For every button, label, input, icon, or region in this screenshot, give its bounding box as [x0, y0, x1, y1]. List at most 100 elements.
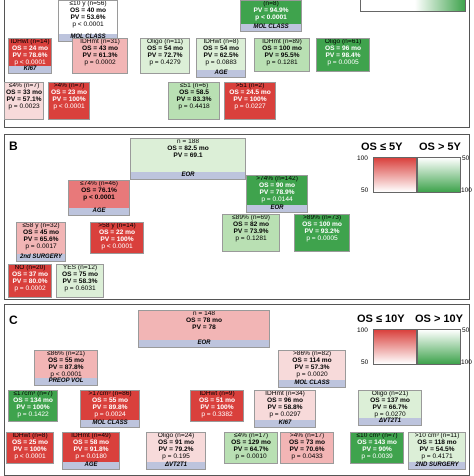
node-line: OS = 54 mo: [146, 44, 184, 52]
node-line: OS = 58 mo: [72, 438, 110, 446]
node-line: p = 0.0180: [75, 452, 107, 460]
legend-b-tick-50-right: 50: [462, 155, 470, 162]
legend-b-left-title: OS ≤ 5Y: [361, 141, 403, 153]
node-line: PV = 64.7%: [233, 445, 269, 453]
tree-node-b-gt74: >74% (n=142) OS = 90 mo PV = 78.9% p = 0.01…: [246, 175, 308, 213]
node-line: PV = 100%: [13, 445, 47, 453]
node-line: p = 0.0270: [374, 410, 406, 418]
legend-b-green-gradient: [417, 157, 461, 193]
split-variable-label: AGE: [69, 208, 129, 215]
split-variable-label: EOR: [247, 205, 307, 212]
node-line: p < 0.0001: [14, 452, 46, 460]
node-line: PV = 98.4%: [325, 51, 361, 59]
legend-b-tick-100-left: 100: [357, 155, 368, 162]
tree-node-a-oligo: Oligo (n=11) OS = 54 mo PV = 72.7% p = 0.42…: [140, 38, 190, 74]
tree-node-b-le74: ≤74% (n=46) OS = 76.1% p < 0.0001 AGE: [68, 180, 130, 216]
node-line: p = 0.0024: [94, 410, 126, 418]
node-line: PV = 66.7%: [372, 403, 408, 411]
tree-node-b-no: NO (n=20) OS = 37 mo PV = 80.0% p = 0.0002: [8, 264, 52, 298]
split-variable-label: MOL CLASS: [241, 24, 301, 31]
node-line: OS = 75 mo: [61, 270, 99, 278]
legend-c-tick-100-left: 100: [357, 327, 368, 334]
split-variable-label: ΔVT2T1: [147, 462, 205, 469]
tree-node-b-le58: ≤58 y (n=32) OS = 45 mo PV = 65.6% p = 0.00…: [16, 222, 66, 262]
legend-c-right-title: OS > 10Y: [415, 313, 464, 325]
node-line: n = 148: [192, 310, 216, 317]
node-line: >74% (n=142): [256, 175, 298, 182]
node-line: IDHwt (n=9): [199, 390, 235, 397]
node-line: PV = 93.2%: [304, 227, 340, 235]
node-line: PV = 58.8%: [267, 403, 303, 411]
node-line: p < 0.0001: [14, 58, 46, 66]
tree-node-b-gt89: >89% (n=73) OS = 100 mo PV = 93.2% p = 0.00…: [294, 214, 350, 252]
node-line: OS = 73 mo: [288, 438, 326, 446]
node-line: PV = 65.6%: [23, 235, 59, 243]
tree-node-c-idhmt2: IDHmt (n=49) OS = 58 mo PV = 91.8% p = 0.01…: [62, 432, 120, 470]
node-line: OS = 55 mo: [47, 356, 85, 364]
node-line: PV = 95.5%: [264, 51, 300, 59]
panel-b-letter: B: [9, 139, 18, 153]
node-line: OS = 96 mo: [324, 44, 362, 52]
node-line: p = 0.0883: [205, 58, 237, 66]
node-line: p = 0.0227: [234, 102, 266, 110]
node-line: OS = 129 mo: [231, 438, 271, 446]
node-line: OS = 24.5 mo: [229, 88, 271, 96]
node-line: Oligo (n=21): [371, 390, 409, 397]
node-line: (n=8): [263, 0, 279, 7]
node-line: OS = 23 mo: [50, 88, 88, 96]
node-line: p = 0.1281: [266, 58, 298, 66]
node-line: PV = 80.0%: [12, 277, 48, 285]
tree-node-c-le17: ≤17cm³ (n=7) OS = 134 mo PV = 100% p = 0.14…: [8, 390, 58, 422]
node-line: p = 0.0005: [327, 58, 359, 66]
node-line: Oligo (n=24): [157, 432, 195, 439]
legend-c-left-title: OS ≤ 10Y: [357, 313, 405, 325]
node-line: p < 0.0001: [53, 102, 85, 110]
split-variable-label: KI67: [255, 420, 315, 427]
tree-node-a-root: ≤10 y (n=56) OS = 40 mo PV = 53.6% p < 0.00…: [58, 0, 118, 42]
tree-node-c-v1: ≤10 cm³ (n=7) OS = 143 mo PV = 90% p = 0.00…: [350, 432, 404, 464]
node-line: PV = 53.6%: [70, 13, 106, 21]
node-line: OS = 118 mo: [417, 438, 457, 446]
legend-c-tick-100-right: 100: [461, 359, 472, 366]
tree-node-c-v2: >10 cm³ (n=11) OS = 118 mo PV = 54.5% p = 0…: [408, 432, 466, 470]
node-line: OS = 100 mo: [302, 220, 342, 228]
node-line: p < 0.0001: [255, 13, 287, 21]
node-line: p < 0.0001: [83, 193, 115, 201]
node-line: p = 0.0144: [261, 195, 293, 203]
node-line: OS = 91 mo: [157, 438, 195, 446]
node-line: p = 0.4279: [149, 58, 181, 66]
node-line: PV = 70.6%: [289, 445, 325, 453]
node-line: OS = 78 mo: [185, 316, 223, 324]
node-line: p = 0.6031: [64, 284, 96, 292]
node-line: PV = 83.3%: [176, 95, 212, 103]
split-variable-label: PREOP VOL: [35, 378, 97, 385]
split-variable-label: 2ND SURGERY: [409, 462, 465, 469]
node-line: OS = 134 mo: [13, 396, 53, 404]
node-line: OS = 82.5 mo: [167, 144, 209, 152]
node-line: p = 0.0023: [8, 102, 40, 110]
node-line: OS = 137 mo: [370, 396, 410, 404]
node-line: >4% (n=17): [289, 432, 325, 439]
tree-node-b-yes: YES (n=12) OS = 75 mo PV = 58.3% p = 0.6031: [56, 264, 104, 298]
node-line: PV = 69.1: [173, 151, 203, 159]
node-line: p = 0.0010: [235, 452, 267, 460]
node-line: PV = 72.7%: [147, 51, 183, 59]
node-line: p = 0.3382: [201, 410, 233, 418]
tree-node-b-le89: ≤89% (n=69) OS = 82 mo PV = 73.9% p = 0.128…: [222, 214, 280, 252]
node-line: >10 cm³ (n=11): [414, 432, 460, 439]
tree-node-c-le86: ≤86% (n=21) OS = 55 mo PV = 87.8% p < 0.000…: [34, 350, 98, 386]
legend-c-green-gradient: [417, 329, 461, 365]
node-line: ≤74% (n=46): [80, 180, 118, 187]
node-line: OS = 45 mo: [22, 228, 60, 236]
split-variable-label: EOR: [131, 172, 245, 179]
tree-node-a-right-top: (n=8) PV = 94.9% p < 0.0001 MOL CLASS: [240, 0, 302, 32]
node-line: PV = 78: [192, 323, 216, 331]
node-line: ≤4% (n=17): [233, 432, 269, 439]
panel-c-letter: C: [9, 313, 18, 327]
node-line: PV = 78.6%: [12, 51, 48, 59]
node-line: PV = 57.3%: [294, 363, 330, 371]
tree-node-a-idh-mt: IDHmt (n=31) OS = 43 mo PV = 61.3% p = 0.00…: [72, 38, 128, 74]
node-line: p = 0.1281: [235, 234, 267, 242]
